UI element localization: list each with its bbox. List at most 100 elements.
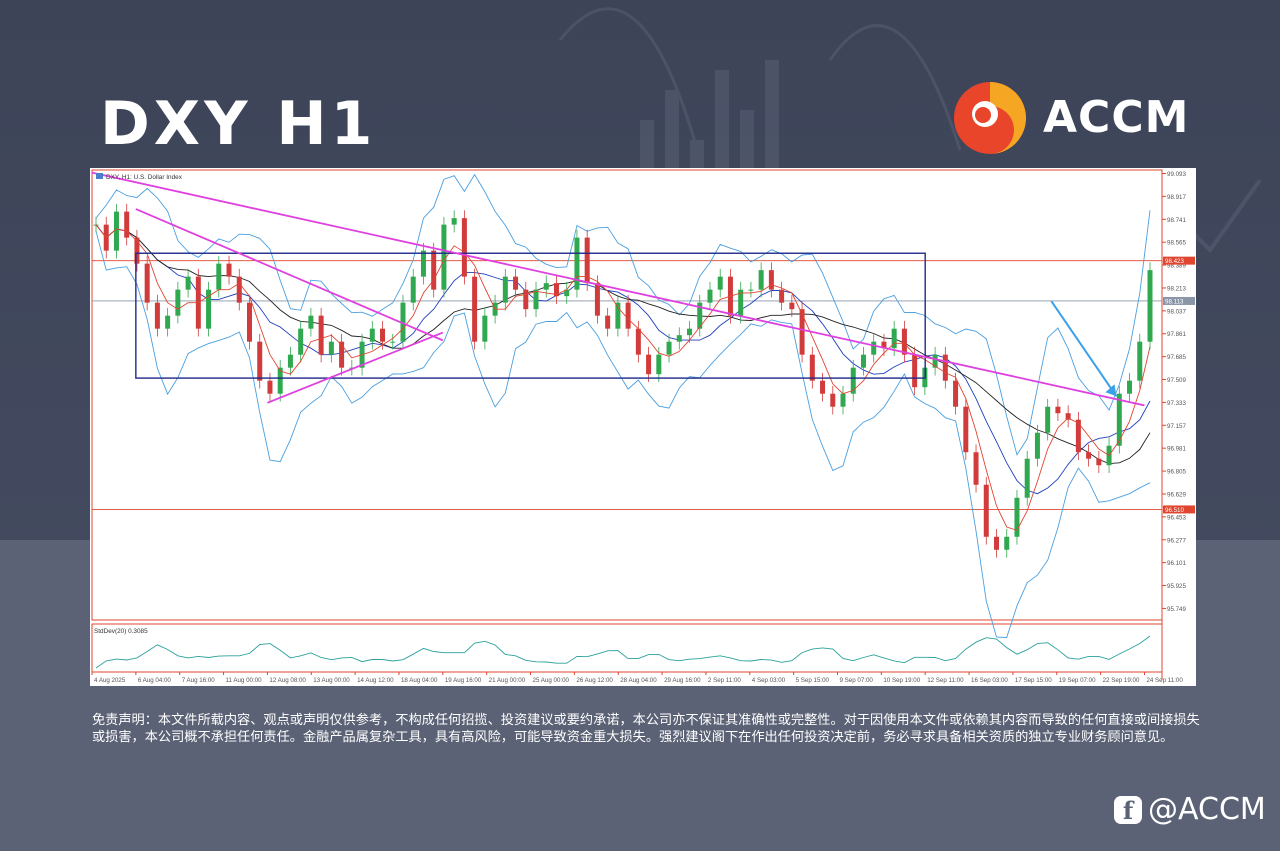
candle-body xyxy=(257,341,263,381)
candle-body xyxy=(564,289,570,297)
candle-body xyxy=(574,237,580,290)
candle-body xyxy=(779,289,785,303)
candle-body xyxy=(1014,497,1020,537)
candle-body xyxy=(175,289,181,316)
x-tick-label: 12 Sep 11:00 xyxy=(927,677,964,684)
x-tick-label: 10 Sep 19:00 xyxy=(883,677,920,684)
x-tick-label: 24 Sep 11:00 xyxy=(1146,677,1183,684)
candle-body xyxy=(246,302,252,342)
x-tick-label: 5 Sep 15:00 xyxy=(796,677,830,684)
candle-body xyxy=(983,484,989,537)
candle-body xyxy=(605,315,611,329)
candle-body xyxy=(809,354,815,381)
candle-body xyxy=(543,283,549,290)
x-tick-label: 14 Aug 12:00 xyxy=(357,677,394,684)
candle-body xyxy=(871,341,877,355)
candle-body xyxy=(523,289,529,310)
candle-body xyxy=(1034,432,1040,459)
candle-body xyxy=(328,341,334,355)
candle-body xyxy=(635,328,641,355)
candle-body xyxy=(973,452,979,485)
candle-body xyxy=(113,211,119,251)
candle-body xyxy=(850,367,856,394)
candle-body xyxy=(717,276,723,290)
candle-body xyxy=(646,354,652,375)
candle-body xyxy=(1004,536,1010,550)
candle-body xyxy=(891,328,897,349)
consolidation-range-box xyxy=(135,252,926,379)
candle-body xyxy=(1116,393,1122,446)
candle-body xyxy=(687,328,693,336)
candle-body xyxy=(697,302,703,329)
candle-body xyxy=(1147,270,1153,342)
y-tick-label: 97.685 xyxy=(1167,354,1186,361)
horizontal-level-badge xyxy=(1163,505,1195,514)
x-tick-label: 7 Aug 16:00 xyxy=(182,677,216,684)
candle-body xyxy=(912,354,918,388)
candle-body xyxy=(461,218,467,277)
candle-body xyxy=(799,309,805,355)
x-tick-label: 26 Aug 12:00 xyxy=(576,677,613,684)
candle-body xyxy=(287,354,293,368)
x-tick-label: 11 Aug 00:00 xyxy=(226,677,263,684)
candle-body xyxy=(144,263,150,303)
candle-body xyxy=(676,335,682,342)
y-tick-label: 95.925 xyxy=(1167,583,1186,590)
candle-body xyxy=(451,218,457,225)
candle-body xyxy=(420,250,426,277)
candle-body xyxy=(482,315,488,342)
trendline xyxy=(91,171,1145,407)
candle-body xyxy=(594,283,600,316)
candle-body xyxy=(236,276,242,303)
candle-body xyxy=(380,328,386,342)
horizontal-level-label: 98.113 xyxy=(1165,298,1184,305)
candle-body xyxy=(1075,419,1081,453)
x-tick-label: 4 Aug 2025 xyxy=(94,677,126,684)
page-title: DXY H1 xyxy=(100,89,377,159)
price-chart: 99.093 98.917 98.741 98.565 98.389 98.213 98.0… xyxy=(90,168,1196,686)
trendline xyxy=(135,208,444,342)
candle-body xyxy=(953,380,959,407)
x-tick-label: 4 Sep 03:00 xyxy=(752,677,786,684)
x-tick-label: 28 Aug 04:00 xyxy=(620,677,657,684)
candle-body xyxy=(1024,458,1030,498)
candle-body xyxy=(308,315,314,329)
candle-body xyxy=(154,302,160,329)
candle-body xyxy=(533,289,539,310)
candle-body xyxy=(410,276,416,303)
candle-body xyxy=(615,302,621,329)
candle-body xyxy=(553,283,559,297)
candle-body xyxy=(1086,452,1092,459)
candle-body xyxy=(318,315,324,355)
lower-band-line xyxy=(95,230,1151,638)
horizontal-level-label: 98.423 xyxy=(1165,258,1184,265)
x-tick-label: 12 Aug 08:00 xyxy=(269,677,306,684)
candle-body xyxy=(830,393,836,407)
candle-body xyxy=(738,289,744,316)
candle-body xyxy=(820,380,826,394)
breakout-arrow-shaft xyxy=(1050,300,1118,397)
x-tick-label: 22 Sep 19:00 xyxy=(1103,677,1140,684)
candle-body xyxy=(400,302,406,342)
y-tick-label: 98.213 xyxy=(1167,285,1186,292)
y-tick-label: 96.805 xyxy=(1167,469,1186,476)
horizontal-level-label: 96.510 xyxy=(1165,507,1184,514)
y-tick-label: 96.453 xyxy=(1167,514,1186,521)
candle-body xyxy=(963,406,969,453)
candle-body xyxy=(1065,413,1071,420)
symbol-label: DXY, H1: U.S. Dollar Index xyxy=(106,174,183,181)
y-tick-label: 99.093 xyxy=(1167,171,1186,178)
x-tick-label: 16 Sep 03:00 xyxy=(971,677,1008,684)
candle-body xyxy=(502,276,508,303)
upper-band-line xyxy=(95,173,1151,456)
stddev-indicator-line xyxy=(95,635,1151,669)
y-tick-label: 98.565 xyxy=(1167,240,1186,247)
indicator-label: StdDev(20) 0.3085 xyxy=(94,628,148,635)
y-tick-label: 98.741 xyxy=(1167,217,1186,224)
candle-body xyxy=(431,250,437,290)
candle-body xyxy=(1137,341,1143,381)
candle-body xyxy=(1045,406,1051,433)
x-tick-label: 19 Sep 07:00 xyxy=(1059,677,1096,684)
candle-body xyxy=(185,276,191,290)
y-tick-label: 97.157 xyxy=(1167,423,1186,430)
